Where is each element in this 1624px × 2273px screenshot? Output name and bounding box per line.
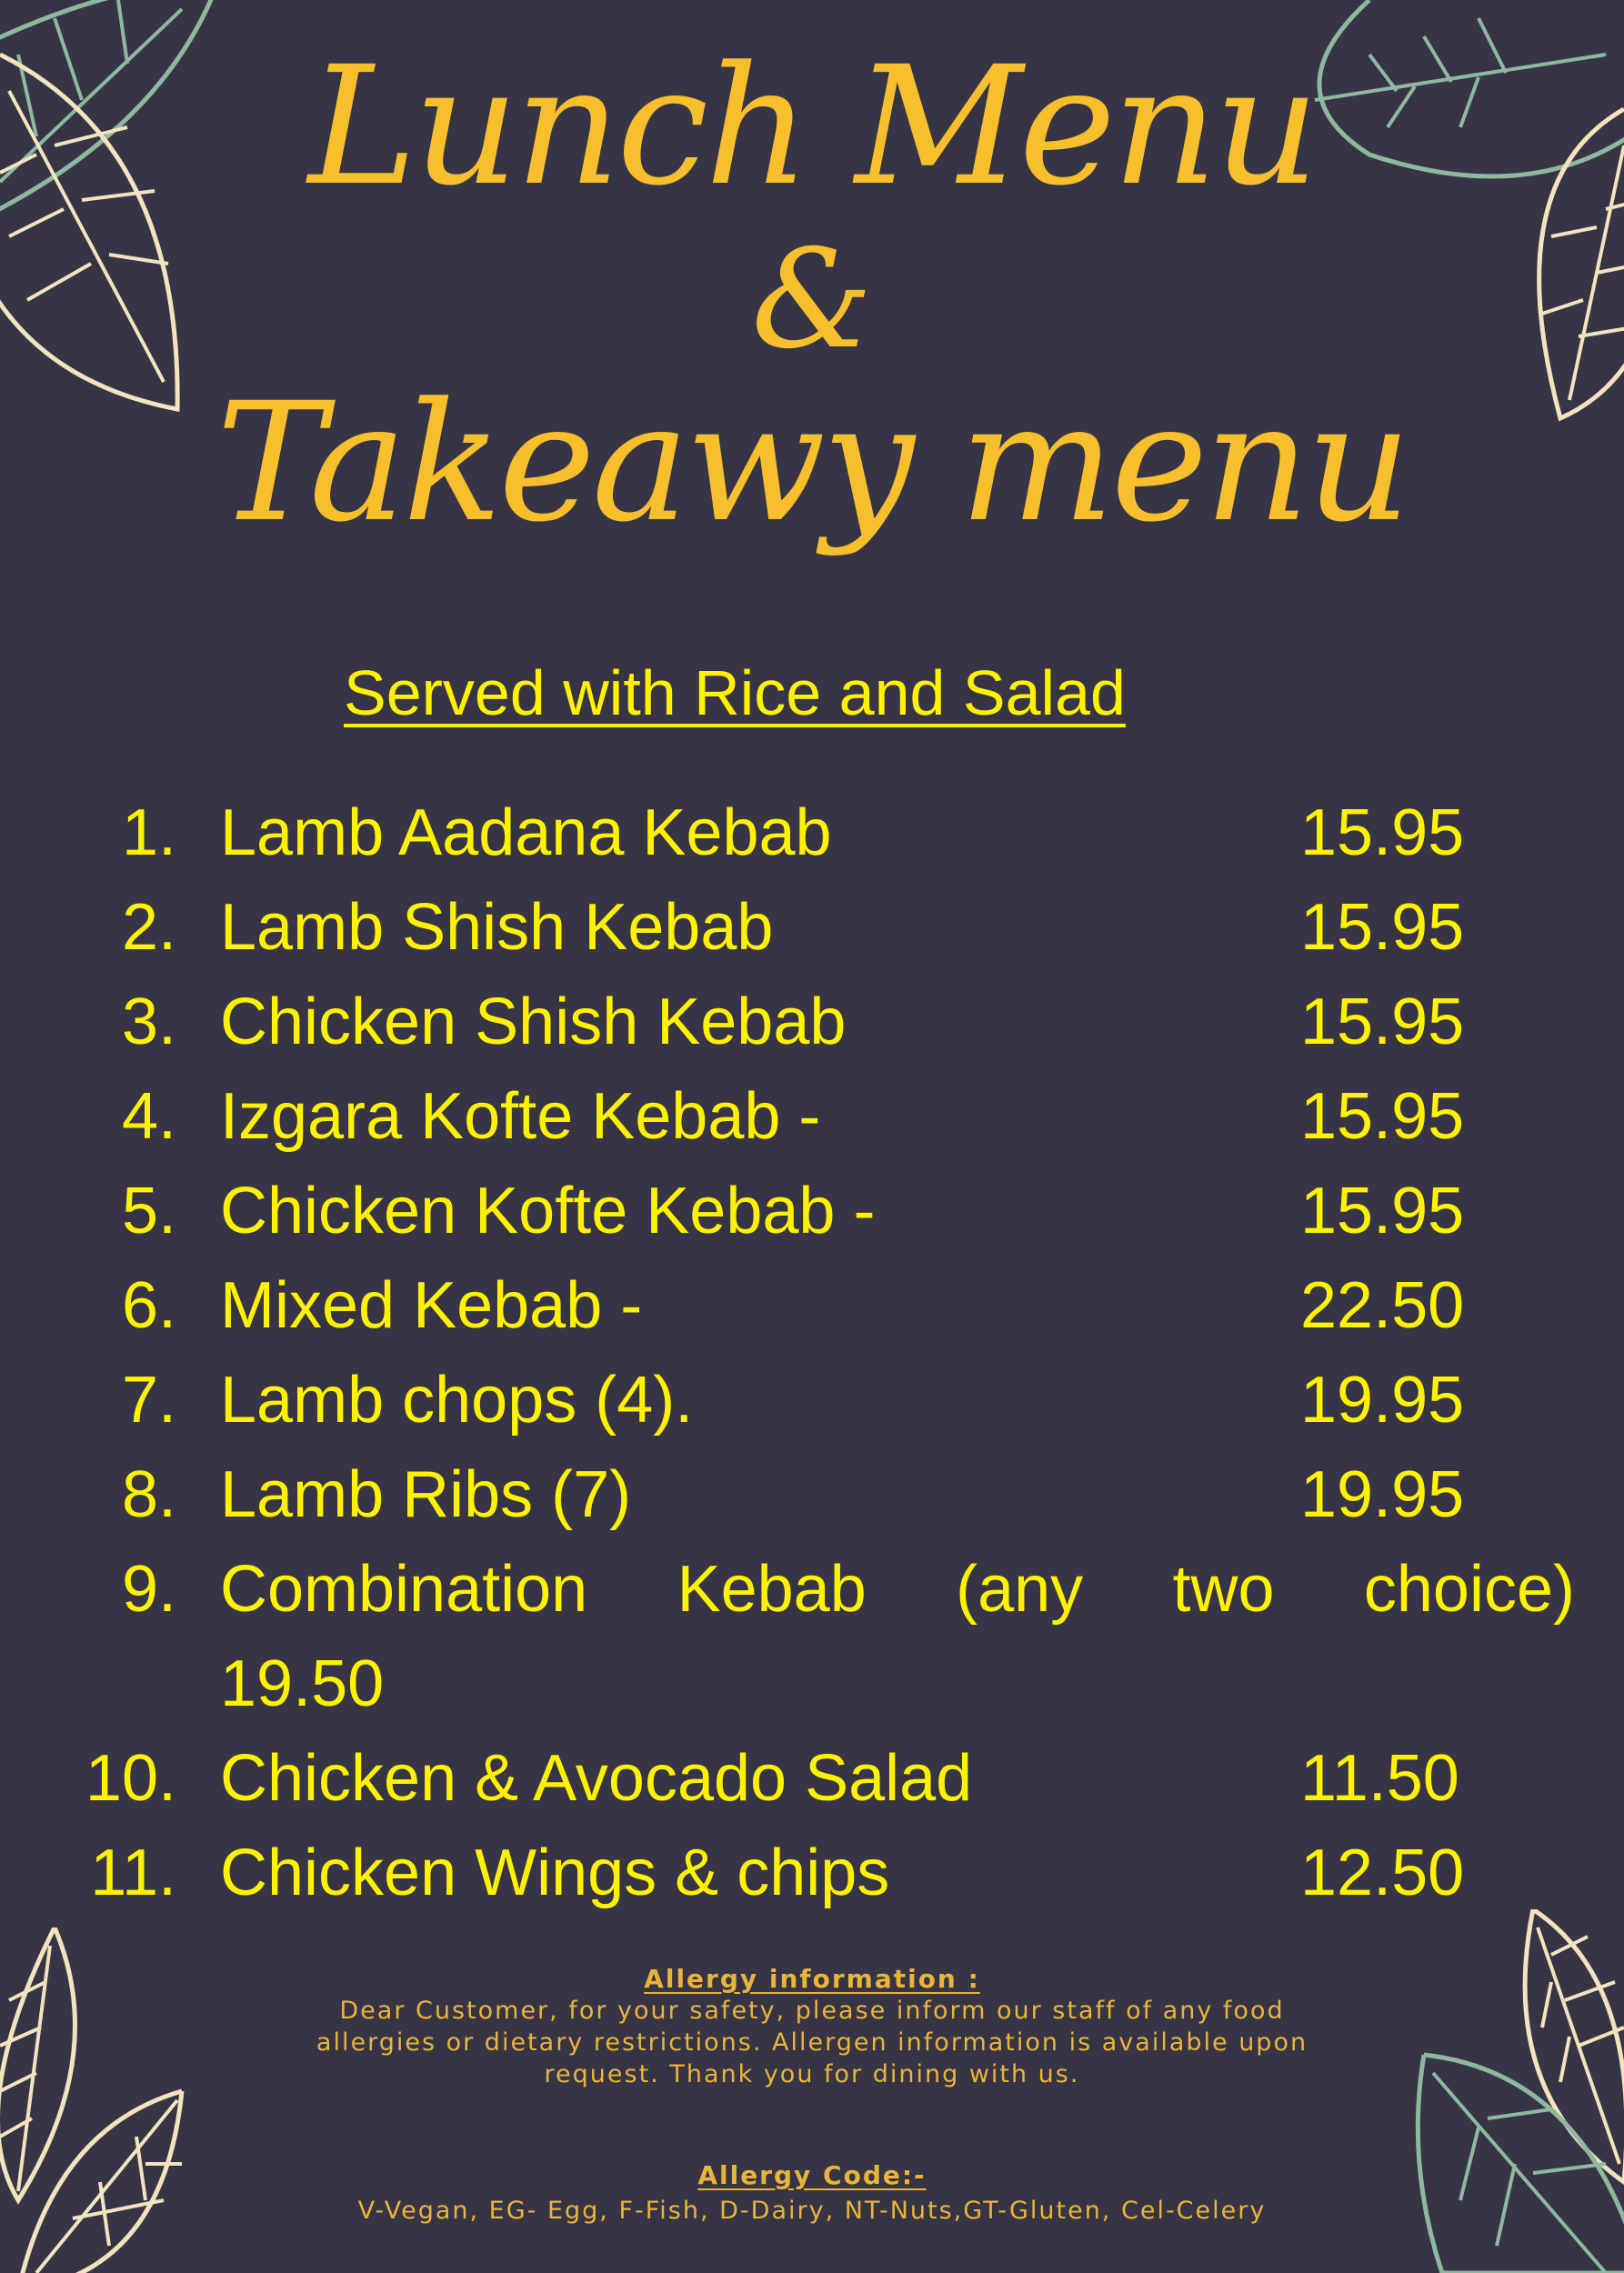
menu-item-price: 12.50	[1300, 1837, 1465, 1909]
allergy-line: request. Thank you for dining with us.	[544, 2060, 1080, 2088]
allergy-codes: V-Vegan, EG- Egg, F-Fish, D-Dairy, NT-Nu…	[357, 2197, 1267, 2225]
menu-item: 10. Chicken & Avocado Salad 11.50	[0, 1731, 1624, 1826]
menu-item: 4. Izgara Kofte Kebab - 15.95	[0, 1069, 1624, 1164]
menu-item-price: 15.95	[1300, 1175, 1465, 1247]
allergy-line: allergies or dietary restrictions. Aller…	[316, 2028, 1308, 2057]
allergy-code-heading: Allergy Code:-	[0, 2160, 1624, 2190]
title-ampersand: &	[751, 221, 873, 379]
menu-item-number: 6.	[121, 1269, 176, 1342]
menu-item: 11. Chicken Wings & chips 12.50	[0, 1826, 1624, 1920]
menu-item-price: 15.95	[1300, 1080, 1465, 1153]
menu-item-name: Lamb Shish Kebab	[220, 891, 774, 964]
menu-item-number: 2.	[121, 891, 176, 964]
menu-item-number: 11.	[90, 1837, 176, 1909]
menu-item-name: Chicken Kofte Kebab -	[220, 1175, 876, 1247]
menu-item-number: 7.	[121, 1364, 176, 1437]
menu-item: 3. Chicken Shish Kebab 15.95	[0, 975, 1624, 1069]
leaf-decoration-top-right	[1314, 0, 1624, 422]
allergy-line: Dear Customer, for your safety, please i…	[339, 1997, 1285, 2025]
menu-item-price: 15.95	[1300, 891, 1465, 964]
menu-item-price: 15.95	[1300, 796, 1465, 869]
menu-item-price: 22.50	[1300, 1269, 1465, 1342]
allergy-heading-text: Allergy information :	[644, 1964, 980, 1994]
menu-item-name: Izgara Kofte Kebab -	[220, 1080, 821, 1153]
menu-item-price: 19.95	[1300, 1458, 1465, 1531]
leaf-decoration-bottom-left	[0, 1928, 185, 2273]
menu-item-name: Chicken & Avocado Salad	[220, 1742, 973, 1815]
menu-item: 8. Lamb Ribs (7) 19.95	[0, 1447, 1624, 1542]
menu-item-number: 5.	[121, 1175, 176, 1247]
menu-item: 9. Combination Kebab (any two choice) 19.5…	[0, 1542, 1624, 1720]
menu-item-number: 8.	[121, 1458, 176, 1531]
title-takeaway-menu: Takeawy menu	[216, 368, 1411, 558]
menu-item-price: 19.50	[220, 1647, 385, 1720]
title-lunch-menu: Lunch Menu	[307, 32, 1319, 222]
allergy-heading: Allergy information :	[0, 1964, 1624, 1994]
menu-item-price: 15.95	[1300, 986, 1465, 1058]
leaf-decoration-top-left	[0, 0, 214, 413]
menu-item-price: 11.50	[1300, 1742, 1459, 1815]
menu-item-number: 4.	[121, 1080, 176, 1153]
menu-item-name: Lamb chops (4).	[220, 1364, 694, 1437]
menu-item-name: Mixed Kebab -	[220, 1269, 643, 1342]
menu-item: 6. Mixed Kebab - 22.50	[0, 1258, 1624, 1353]
menu-item-name: Chicken Wings & chips	[220, 1837, 890, 1909]
menu-item-number: 10.	[85, 1742, 176, 1815]
menu-item-number: 9.	[121, 1553, 176, 1626]
allergy-code-heading-text: Allergy Code:-	[697, 2160, 927, 2190]
menu-item-name: Chicken Shish Kebab	[220, 986, 847, 1058]
menu-item-name: Lamb Aadana Kebab	[220, 796, 832, 869]
menu-item-name: Combination Kebab (any two choice)	[220, 1553, 1575, 1626]
leaf-decoration-bottom-right	[1415, 1909, 1624, 2273]
menu-item: 2. Lamb Shish Kebab 15.95	[0, 880, 1624, 975]
menu-item-price: 19.95	[1300, 1364, 1465, 1437]
subtitle: Served with Rice and Salad	[344, 657, 1126, 728]
menu-item-number: 3.	[121, 986, 176, 1058]
menu-item-number: 1.	[121, 796, 176, 869]
menu-item: 7. Lamb chops (4). 19.95	[0, 1353, 1624, 1447]
menu-item: 1. Lamb Aadana Kebab 15.95	[0, 786, 1624, 880]
menu-item: 5. Chicken Kofte Kebab - 15.95	[0, 1164, 1624, 1258]
menu-item-name: Lamb Ribs (7)	[220, 1458, 632, 1531]
